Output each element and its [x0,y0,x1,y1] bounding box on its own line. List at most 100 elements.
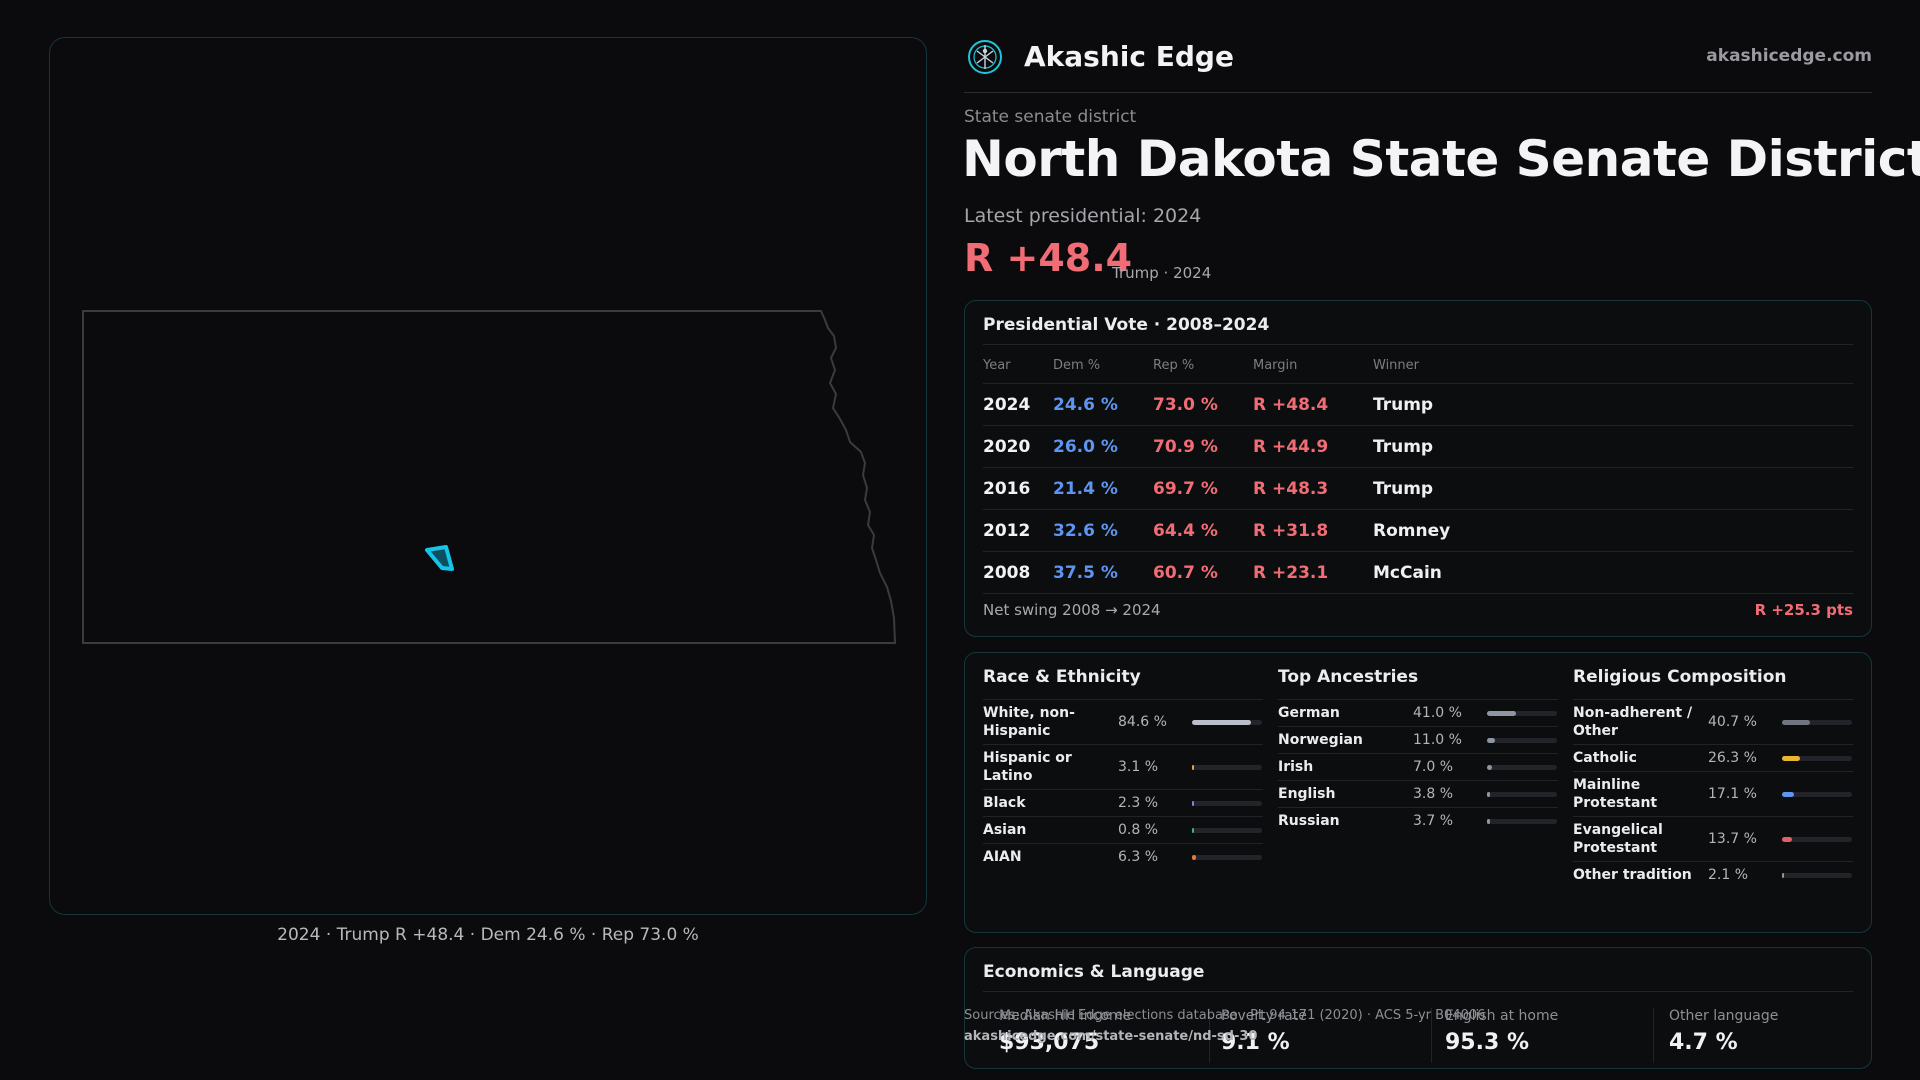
column-header: Year [983,357,1011,373]
card-title: Economics & Language [983,962,1205,982]
item-value: 6.3 % [1118,849,1159,865]
year-cell: 2012 [983,509,1053,552]
item-value: 2.3 % [1118,795,1159,811]
item-value: 3.1 % [1118,759,1159,775]
divider [983,344,1853,345]
item-label: Norwegian [1278,732,1363,748]
winner-cell: McCain [1373,551,1853,594]
item-label: Catholic [1573,750,1637,766]
headline-margin-sub: Trump · 2024 [1112,264,1212,282]
item-value: 2.1 % [1708,867,1749,883]
margin-cell: R +48.4 [1253,383,1373,426]
list-item: Hispanic or Latino 3.1 % [983,744,1263,789]
divider [1653,1008,1654,1063]
stat-label: English at home [1445,1008,1559,1024]
item-label: Russian [1278,813,1340,829]
dem-cell: 21.4 % [1053,467,1153,510]
district-shape[interactable] [425,545,454,571]
district-map[interactable] [50,38,928,916]
table-row: 2020 26.0 % 70.9 % R +44.9 Trump [983,425,1853,468]
winner-cell: Romney [1373,509,1853,552]
dem-cell: 26.0 % [1053,425,1153,468]
share-bar [1192,827,1262,833]
map-caption: 2024 · Trump R +48.4 · Dem 24.6 % · Rep … [277,925,699,945]
share-bar [1782,791,1852,797]
item-value: 40.7 % [1708,714,1757,730]
margin-cell: R +23.1 [1253,551,1373,594]
share-bar [1487,791,1557,797]
source-url-link[interactable]: akashicedge.com/state-senate/nd-sd-30 [964,1029,1258,1044]
item-label: AIAN [983,849,1022,865]
column-header: Rep % [1153,357,1195,373]
item-value: 11.0 % [1413,732,1462,748]
site-header: Akashic Edge akashicedge.com [964,36,1872,93]
stat-value: 95.3 % [1445,1030,1529,1055]
winner-cell: Trump [1373,425,1853,468]
year-cell: 2024 [983,383,1053,426]
share-bar-fill [1782,872,1784,878]
share-bar [1192,764,1262,770]
rep-cell: 70.9 % [1153,425,1253,468]
stat-english-home: English at home 95.3 % [1445,1008,1558,1055]
share-bar [1487,710,1557,716]
share-bar-fill [1782,719,1810,725]
share-bar-fill [1192,719,1251,725]
section-title: Top Ancestries [1278,667,1419,687]
stat-poverty-rate: Poverty rate 9.1 % [1221,1008,1307,1055]
stat-value: $93,075 [999,1030,1100,1055]
winner-cell: Trump [1373,467,1853,510]
brand-name[interactable]: Akashic Edge [1024,40,1234,73]
district-type: State senate district [964,107,1137,127]
item-value: 17.1 % [1708,786,1757,802]
share-bar-fill [1487,764,1492,770]
stat-label: Other language [1669,1008,1779,1024]
share-bar [1782,719,1852,725]
dem-cell: 24.6 % [1053,383,1153,426]
winner-cell: Trump [1373,383,1853,426]
rep-cell: 64.4 % [1153,509,1253,552]
share-bar-fill [1782,836,1792,842]
latest-presidential: Latest presidential: 2024 [964,205,1202,227]
rep-cell: 60.7 % [1153,551,1253,594]
stat-median-income: Median HH income $93,075 [999,1008,1131,1055]
divider [1209,1008,1210,1063]
stat-value: 9.1 % [1221,1030,1290,1055]
share-bar-fill [1192,764,1194,770]
list-item: Non-adherent / Other 40.7 % [1573,699,1853,744]
share-bar [1782,755,1852,761]
column-header: Margin [1253,357,1298,373]
share-bar-fill [1487,791,1490,797]
share-bar-fill [1487,737,1495,743]
source-text: Sources: Akashic Edge elections database… [964,1008,1486,1023]
card-title: Presidential Vote · 2008–2024 [983,315,1270,335]
list-item: Mainline Protestant 17.1 % [1573,771,1853,816]
dem-cell: 32.6 % [1053,509,1153,552]
item-label: Irish [1278,759,1314,775]
map-panel[interactable] [49,37,927,915]
share-bar [1782,872,1852,878]
list-item: German 41.0 % [1278,699,1558,726]
list-item: Black 2.3 % [983,789,1263,816]
rep-cell: 69.7 % [1153,467,1253,510]
page-title: North Dakota State Senate District 30 [962,130,1920,188]
site-link[interactable]: akashicedge.com [1706,46,1872,66]
list-item: Evangelical Protestant 13.7 % [1573,816,1853,861]
share-bar-fill [1782,791,1794,797]
table-header-row: Year Dem % Rep % Margin Winner [983,347,1853,384]
stat-value: 4.7 % [1669,1030,1738,1055]
rep-cell: 73.0 % [1153,383,1253,426]
stat-label: Poverty rate [1221,1008,1307,1024]
brand-logo-icon[interactable] [967,39,1003,75]
share-bar-fill [1487,710,1516,716]
share-bar-fill [1782,755,1800,761]
share-bar-fill [1192,854,1196,860]
headline-margin: R +48.4 [964,236,1133,280]
share-bar [1782,836,1852,842]
ancestry-list: German 41.0 % Norwegian 11.0 % Irish 7.0 % Eng… [1278,699,1558,834]
list-item: Catholic 26.3 % [1573,744,1853,771]
list-item: Asian 0.8 % [983,816,1263,843]
column-header: Winner [1373,357,1420,373]
net-swing-label: Net swing 2008 → 2024 [983,601,1161,619]
table-row: 2008 37.5 % 60.7 % R +23.1 McCain [983,551,1853,594]
presidential-table: Year Dem % Rep % Margin Winner 2024 24.6… [983,347,1853,594]
